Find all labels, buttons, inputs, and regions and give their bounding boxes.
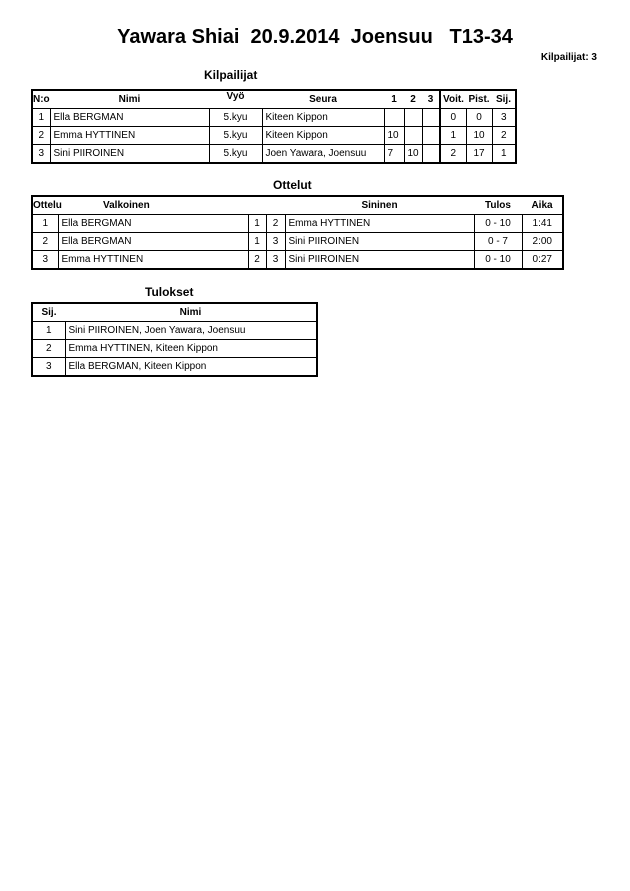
table-cell: Emma HYTTINEN (57, 250, 249, 270)
table-header: Ottelu Valkoinen Sininen Tulos Aika (32, 196, 563, 215)
table-cell: 1 (247, 214, 267, 233)
table-cell: 1 (31, 214, 59, 233)
table-cell: Emma HYTTINEN (284, 214, 475, 233)
table-cell: 10 (465, 126, 493, 145)
table-cell (421, 144, 441, 164)
col-header: 3 (422, 90, 440, 109)
table-cell: 3 (265, 232, 286, 251)
table-cell: 2 (31, 126, 51, 145)
matches-heading: Ottelut (273, 178, 312, 192)
table-cell: 17 (465, 144, 493, 164)
table-cell: Kiteen Kippon (261, 108, 385, 127)
col-header: N:o (32, 90, 50, 109)
table-cell: 2 (439, 144, 467, 164)
table-cell: Sini PIIROINEN (284, 232, 475, 251)
table-cell: 1 (247, 232, 267, 251)
col-header: Valkoinen (58, 196, 285, 215)
results-heading: Tulokset (145, 285, 194, 299)
table-cell: 10 (403, 144, 423, 164)
col-header: Tulos (474, 196, 522, 215)
table-cell: 0 - 7 (473, 232, 523, 251)
table-header: Sij. Nimi (32, 303, 317, 322)
table-cell: 5.kyu (208, 126, 263, 145)
table-cell: 1:41 (521, 214, 564, 233)
table-cell: Sini PIIROINEN (284, 250, 475, 270)
col-header: Vyö (209, 90, 262, 109)
col-header: Seura (262, 90, 384, 109)
table-cell: Ella BERGMAN (49, 108, 210, 127)
table-cell: 10 (383, 126, 405, 145)
table-cell: 3 (31, 357, 66, 377)
competitor-count: Kilpailijat: 3 (540, 52, 597, 63)
table-row: 3 Emma HYTTINEN 2 3 Sini PIIROINEN 0 - 10 0:27 (31, 250, 564, 270)
page-title: Yawara Shiai 20.9.2014 Joensuu T13-34 (117, 26, 513, 48)
matches-table: Ottelu Valkoinen Sininen Tulos Aika 1 Ell… (31, 195, 564, 270)
table-header: N:o Nimi Vyö Seura 1 2 3 Voit. Pist. Sij… (32, 90, 516, 109)
table-cell (421, 108, 441, 127)
table-row: 1 Sini PIIROINEN, Joen Yawara, Joensuu (31, 321, 318, 340)
table-cell: 3 (31, 144, 51, 164)
table-cell: 0 - 10 (473, 214, 523, 233)
table-cell: 0 (465, 108, 493, 127)
table-cell: 3 (491, 108, 517, 127)
table-row: 3 Sini PIIROINEN 5.kyu Joen Yawara, Joensuu… (31, 144, 517, 164)
table-cell: 1 (31, 108, 51, 127)
table-row: 2 Emma HYTTINEN, Kiteen Kippon (31, 339, 318, 358)
table-cell: 2 (31, 339, 66, 358)
table-cell: 0 (439, 108, 467, 127)
col-header: Sininen (285, 196, 474, 215)
table-cell: 2 (491, 126, 517, 145)
table-cell: 2:00 (521, 232, 564, 251)
table-cell: 1 (439, 126, 467, 145)
competitors-table: N:o Nimi Vyö Seura 1 2 3 Voit. Pist. Sij… (31, 89, 517, 164)
table-row: 1 Ella BERGMAN 1 2 Emma HYTTINEN 0 - 10 1:41 (31, 214, 564, 233)
table-row: 3 Ella BERGMAN, Kiteen Kippon (31, 357, 318, 377)
table-cell: Sini PIIROINEN (49, 144, 210, 164)
col-header: Nimi (50, 90, 209, 109)
table-cell (383, 108, 405, 127)
table-cell: 0:27 (521, 250, 564, 270)
table-cell: 0 - 10 (473, 250, 523, 270)
table-cell: Emma HYTTINEN, Kiteen Kippon (64, 339, 318, 358)
col-header: Pist. (466, 90, 492, 109)
table-cell: 1 (491, 144, 517, 164)
table-cell: 2 (247, 250, 267, 270)
table-cell: 5.kyu (208, 144, 263, 164)
table-cell: Joen Yawara, Joensuu (261, 144, 385, 164)
table-cell: 2 (31, 232, 59, 251)
col-header: 1 (384, 90, 404, 109)
table-cell (403, 108, 423, 127)
table-row: 2 Ella BERGMAN 1 3 Sini PIIROINEN 0 - 7 2:00 (31, 232, 564, 251)
table-cell: 3 (265, 250, 286, 270)
table-cell (403, 126, 423, 145)
table-cell: 5.kyu (208, 108, 263, 127)
col-header: Sij. (32, 303, 65, 322)
table-cell: Kiteen Kippon (261, 126, 385, 145)
competitors-heading: Kilpailijat (204, 68, 258, 82)
col-header: Ottelu (32, 196, 62, 215)
results-table: Sij. Nimi 1 Sini PIIROINEN, Joen Yawara, … (31, 302, 318, 377)
table-cell: Ella BERGMAN, Kiteen Kippon (64, 357, 318, 377)
col-header: Nimi (65, 303, 317, 322)
table-cell: Ella BERGMAN (57, 232, 249, 251)
table-cell: 1 (31, 321, 66, 340)
col-header: Aika (522, 196, 563, 215)
table-cell: Emma HYTTINEN (49, 126, 210, 145)
table-cell (421, 126, 441, 145)
col-header: Sij. (492, 90, 516, 109)
col-header: Voit. (439, 90, 466, 109)
table-cell: 2 (265, 214, 286, 233)
table-cell: Sini PIIROINEN, Joen Yawara, Joensuu (64, 321, 318, 340)
table-cell: 7 (383, 144, 405, 164)
col-header: 2 (404, 90, 422, 109)
table-row: 1 Ella BERGMAN 5.kyu Kiteen Kippon 0 0 3 (31, 108, 517, 127)
table-cell: Ella BERGMAN (57, 214, 249, 233)
table-row: 2 Emma HYTTINEN 5.kyu Kiteen Kippon 10 1 10 2 (31, 126, 517, 145)
table-cell: 3 (31, 250, 59, 270)
